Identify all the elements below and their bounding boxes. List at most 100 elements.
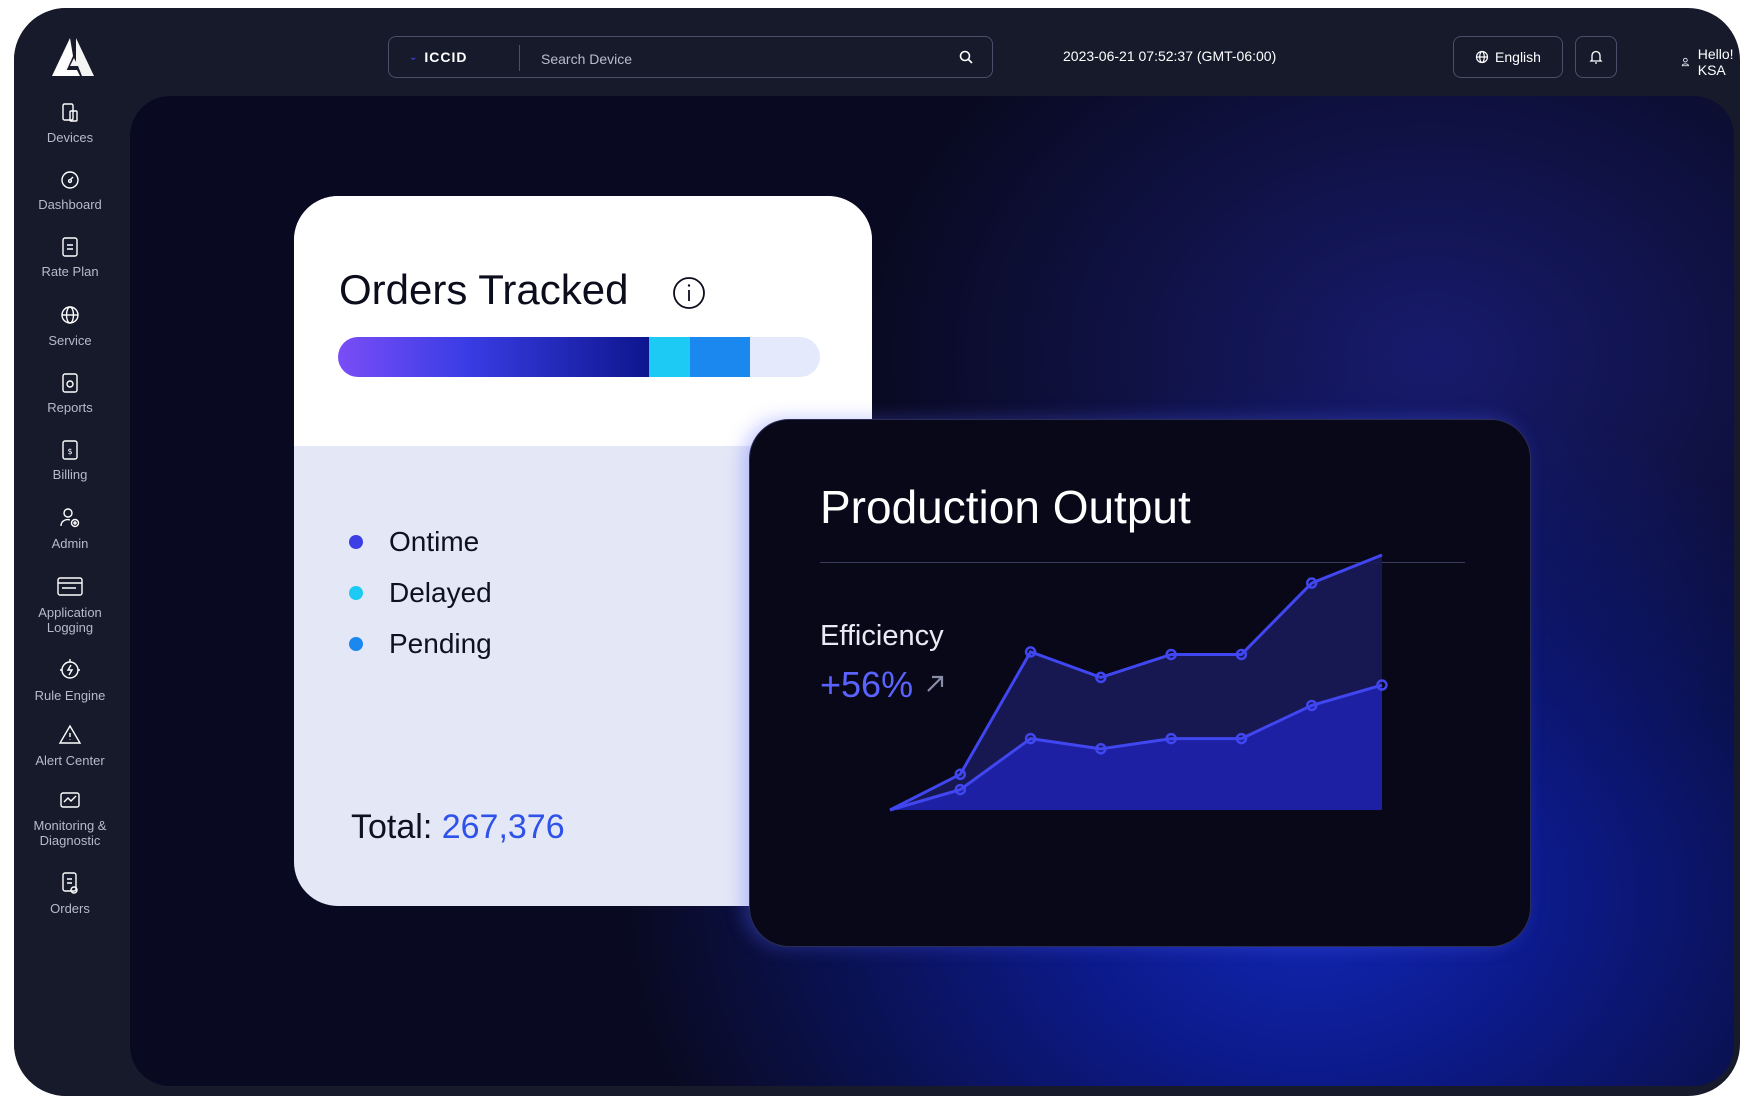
sidebar-item-rate-plan[interactable]: Rate Plan xyxy=(14,236,126,279)
globe-icon xyxy=(1475,50,1489,64)
reports-icon xyxy=(62,373,78,393)
top-bar: ⌄ ICCID 2023-06-21 07:52:37 (GMT-06:00) … xyxy=(126,8,1740,96)
globe-icon xyxy=(61,306,79,324)
search-type-label: ICCID xyxy=(424,49,468,65)
legend-item-delayed: Delayed xyxy=(349,567,492,618)
dashboard-icon xyxy=(61,171,79,189)
sidebar-item-label: Devices xyxy=(46,130,94,145)
sidebar-item-reports[interactable]: Reports xyxy=(14,372,126,415)
orders-title: Orders Tracked xyxy=(339,266,629,313)
orders-icon xyxy=(62,872,78,894)
orders-card-header xyxy=(294,196,872,446)
chart-point xyxy=(1095,743,1107,755)
chart-point xyxy=(954,768,967,781)
legend-item-pending: Pending xyxy=(349,618,492,669)
legend-label: Delayed xyxy=(389,576,492,608)
sidebar-item-monitoring[interactable]: Monitoring & Diagnostic xyxy=(14,790,126,848)
sidebar-item-application-logging[interactable]: Application Logging xyxy=(14,575,126,635)
chart-point xyxy=(1376,679,1388,691)
chart-point xyxy=(1165,732,1177,745)
legend-dot xyxy=(349,585,363,600)
production-output-card: Production Output Efficiency +56% xyxy=(749,419,1531,947)
bell-icon xyxy=(1589,50,1603,64)
search-icon[interactable] xyxy=(958,49,974,65)
ontime-segment xyxy=(338,337,649,377)
total-label: Total: xyxy=(351,808,433,846)
language-button[interactable]: English xyxy=(1453,36,1563,78)
legend-item-ontime: Ontime xyxy=(349,516,492,567)
chart-point xyxy=(954,783,967,796)
sidebar-item-orders[interactable]: Orders xyxy=(14,871,126,916)
chart-point xyxy=(1305,577,1318,589)
sidebar-item-label: Rate Plan xyxy=(41,264,99,279)
admin-icon xyxy=(60,508,80,528)
delayed-segment xyxy=(648,337,690,377)
notification-button[interactable] xyxy=(1575,36,1617,78)
chart-point xyxy=(1305,699,1318,712)
chart-point xyxy=(1165,648,1177,661)
sidebar-item-billing[interactable]: $ Billing xyxy=(14,439,126,482)
sidebar-item-service[interactable]: Service xyxy=(14,303,126,348)
rate-plan-icon xyxy=(62,237,78,257)
search-input[interactable] xyxy=(539,43,923,75)
sidebar-item-label: Dashboard xyxy=(38,197,102,212)
legend-dot xyxy=(349,636,363,651)
main-canvas: Orders Tracked Ontime Delayed Pending xyxy=(130,96,1734,1086)
search-bar: ⌄ ICCID xyxy=(388,36,993,78)
sidebar-item-label: Billing xyxy=(52,467,88,482)
user-greeting: Hello! KSA xyxy=(1697,46,1734,78)
legend-dot xyxy=(349,534,363,549)
chart-point xyxy=(1235,732,1248,745)
efficiency-chart xyxy=(889,553,1388,812)
sidebar-item-label: Application Logging xyxy=(38,605,102,635)
orders-legend: Ontime Delayed Pending xyxy=(349,516,492,669)
user-icon xyxy=(1681,57,1689,67)
divider xyxy=(820,562,1465,563)
orders-total: Total: 267,376 xyxy=(351,808,565,847)
sidebar-item-label: Reports xyxy=(47,400,93,415)
datetime-display: 2023-06-21 07:52:37 (GMT-06:00) xyxy=(1063,48,1277,64)
arrow-up-right-icon xyxy=(927,675,944,692)
chart-point xyxy=(1024,646,1037,658)
legend-label: Pending xyxy=(389,627,492,659)
chart-point xyxy=(1024,732,1037,745)
sidebar-item-alert-center[interactable]: Alert Center xyxy=(14,723,126,768)
language-label: English xyxy=(1495,49,1541,65)
devices-icon xyxy=(62,103,78,122)
chart-series-line xyxy=(889,683,1383,812)
sidebar: Devices Dashboard Rate Plan Service Repo… xyxy=(14,8,126,1096)
sidebar-item-admin[interactable]: Admin xyxy=(14,506,126,551)
sidebar-item-label: Service xyxy=(48,333,92,348)
efficiency-label: Efficiency xyxy=(820,620,944,652)
app-logo xyxy=(52,38,94,76)
sidebar-item-devices[interactable]: Devices xyxy=(14,102,126,145)
search-divider xyxy=(519,45,520,71)
svg-text:$: $ xyxy=(67,447,72,456)
efficiency-value: +56% xyxy=(820,664,914,705)
sidebar-item-label: Rule Engine xyxy=(34,688,106,703)
legend-label: Ontime xyxy=(389,525,480,557)
alert-icon xyxy=(58,724,82,744)
search-type-dropdown[interactable]: ⌄ ICCID xyxy=(409,37,468,77)
user-menu[interactable]: Hello! KSA xyxy=(1681,46,1740,78)
application-logging-icon xyxy=(57,577,83,596)
chart-area xyxy=(890,685,1382,810)
sidebar-item-label: Monitoring & Diagnostic xyxy=(33,818,107,848)
chart-series-line xyxy=(889,553,1383,812)
app-window: Devices Dashboard Rate Plan Service Repo… xyxy=(14,8,1740,1096)
sidebar-item-label: Alert Center xyxy=(35,753,105,768)
monitoring-icon xyxy=(60,792,80,808)
chevron-down-icon: ⌄ xyxy=(409,51,419,63)
pending-segment xyxy=(689,337,751,377)
sidebar-item-dashboard[interactable]: Dashboard xyxy=(14,169,126,212)
production-title: Production Output xyxy=(820,481,1191,533)
info-icon[interactable] xyxy=(672,276,706,310)
orders-progress-bar xyxy=(338,337,820,377)
sidebar-item-label: Admin xyxy=(51,536,89,551)
billing-icon: $ xyxy=(62,440,78,460)
chart-point xyxy=(1095,671,1107,684)
total-value: 267,376 xyxy=(441,808,565,846)
sidebar-item-rule-engine[interactable]: Rule Engine xyxy=(14,656,126,703)
sidebar-item-label: Orders xyxy=(50,901,90,916)
chart-point xyxy=(1235,648,1248,661)
